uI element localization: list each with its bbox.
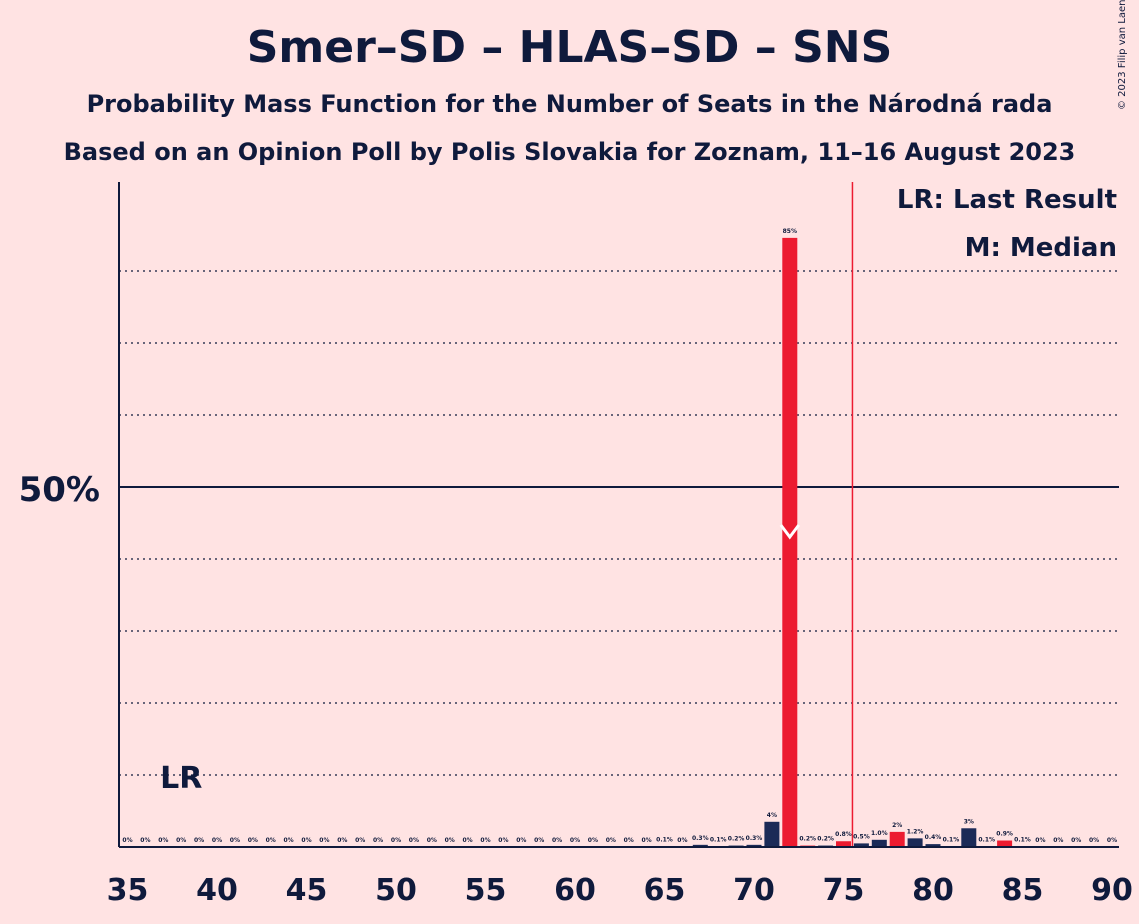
- x-tick-label: 35: [107, 873, 149, 908]
- bar-label-seat-40: 0%: [212, 837, 222, 844]
- bar-label-seat-65: 0.1%: [656, 836, 673, 843]
- bar-label-seat-47: 0%: [337, 837, 347, 844]
- bar-label-seat-46: 0%: [319, 837, 329, 844]
- bar-label-seat-61: 0%: [588, 837, 598, 844]
- legend-median: M: Median: [964, 233, 1117, 263]
- bar-label-seat-37: 0%: [158, 837, 168, 844]
- bar-label-seat-43: 0%: [266, 837, 276, 844]
- bar-label-seat-80: 0.4%: [925, 834, 942, 841]
- y-tick-label: 50%: [19, 470, 100, 510]
- bar-label-seat-63: 0%: [624, 837, 634, 844]
- bar-seat-71: [764, 821, 780, 847]
- x-tick-label: 80: [912, 873, 954, 908]
- x-tick-label: 55: [465, 873, 507, 908]
- bar-label-seat-45: 0%: [301, 837, 311, 844]
- bar-label-seat-87: 0%: [1053, 837, 1063, 844]
- bar-label-seat-68: 0.1%: [710, 836, 727, 843]
- bar-label-seat-69: 0.2%: [728, 836, 745, 843]
- last-result-marker: LR: [160, 761, 202, 796]
- bar-label-seat-78: 2%: [892, 822, 902, 829]
- bar-label-seat-39: 0%: [194, 837, 204, 844]
- bar-label-seat-89: 0%: [1089, 837, 1099, 844]
- bar-label-seat-52: 0%: [427, 837, 437, 844]
- bar-label-seat-84: 0.9%: [996, 831, 1013, 838]
- chart-subtitle-2: Based on an Opinion Poll by Polis Slovak…: [63, 138, 1076, 166]
- bar-label-seat-36: 0%: [140, 837, 150, 844]
- x-tick-label: 90: [1091, 873, 1133, 908]
- bar-label-seat-90: 0%: [1107, 837, 1117, 844]
- bar-label-seat-48: 0%: [355, 837, 365, 844]
- bar-label-seat-44: 0%: [284, 837, 294, 844]
- bar-seat-84: [997, 840, 1013, 847]
- x-tick-label: 45: [286, 873, 328, 908]
- bar-seat-70: [746, 844, 762, 847]
- chart-title: Smer–SD – HLAS–SD – SNS: [246, 22, 893, 73]
- bar-label-seat-59: 0%: [552, 837, 562, 844]
- bar-label-seat-83: 0.1%: [978, 836, 995, 843]
- bar-label-seat-50: 0%: [391, 837, 401, 844]
- x-tick-label: 60: [554, 873, 596, 908]
- bar-label-seat-71: 4%: [767, 812, 777, 819]
- bar-label-seat-51: 0%: [409, 837, 419, 844]
- bar-label-seat-72: 85%: [783, 228, 797, 235]
- bar-label-seat-82: 3%: [964, 818, 974, 825]
- bar-label-seat-66: 0%: [677, 837, 687, 844]
- bar-label-seat-53: 0%: [445, 837, 455, 844]
- bar-label-seat-88: 0%: [1071, 837, 1081, 844]
- bar-label-seat-60: 0%: [570, 837, 580, 844]
- bar-label-seat-67: 0.3%: [692, 835, 709, 842]
- bar-label-seat-79: 1.2%: [907, 828, 924, 835]
- bar-seat-80: [925, 844, 941, 847]
- bar-label-seat-62: 0%: [606, 837, 616, 844]
- bar-label-seat-73: 0.2%: [799, 836, 816, 843]
- bar-seat-77: [871, 839, 887, 847]
- bar-label-seat-57: 0%: [516, 837, 526, 844]
- bar-seat-78: [889, 831, 905, 847]
- x-tick-label: 40: [196, 873, 238, 908]
- bar-label-seat-54: 0%: [463, 837, 473, 844]
- bar-label-seat-49: 0%: [373, 837, 383, 844]
- bar-label-seat-58: 0%: [534, 837, 544, 844]
- bar-label-seat-35: 0%: [122, 837, 132, 844]
- bar-seat-82: [961, 828, 977, 847]
- bar-label-seat-76: 0.5%: [853, 833, 870, 840]
- x-tick-label: 85: [1002, 873, 1044, 908]
- x-tick-label: 65: [644, 873, 686, 908]
- bar-seat-76: [853, 843, 869, 847]
- bar-label-seat-55: 0%: [480, 837, 490, 844]
- median-marker: [779, 524, 800, 540]
- bar-label-seat-81: 0.1%: [943, 836, 960, 843]
- bar-label-seat-75: 0.8%: [835, 831, 852, 838]
- bar-label-seat-74: 0.2%: [817, 836, 834, 843]
- chart-subtitle-1: Probability Mass Function for the Number…: [86, 90, 1053, 118]
- x-tick-label: 50: [375, 873, 417, 908]
- bar-label-seat-42: 0%: [248, 837, 258, 844]
- bar-seat-75: [836, 841, 851, 847]
- x-tick-label: 70: [733, 873, 775, 908]
- bar-label-seat-86: 0%: [1035, 837, 1045, 844]
- bar-seat-72: [782, 237, 798, 847]
- bar-label-seat-56: 0%: [498, 837, 508, 844]
- bar-seat-67: [692, 844, 708, 847]
- bar-label-seat-64: 0%: [642, 837, 652, 844]
- x-tick-label: 75: [823, 873, 865, 908]
- bar-label-seat-85: 0.1%: [1014, 836, 1031, 843]
- bar-seat-79: [907, 838, 923, 847]
- bar-label-seat-41: 0%: [230, 837, 240, 844]
- bar-label-seat-77: 1.0%: [871, 830, 888, 837]
- bar-label-seat-38: 0%: [176, 837, 186, 844]
- bar-label-seat-70: 0.3%: [746, 835, 763, 842]
- legend-last-result: LR: Last Result: [896, 185, 1117, 215]
